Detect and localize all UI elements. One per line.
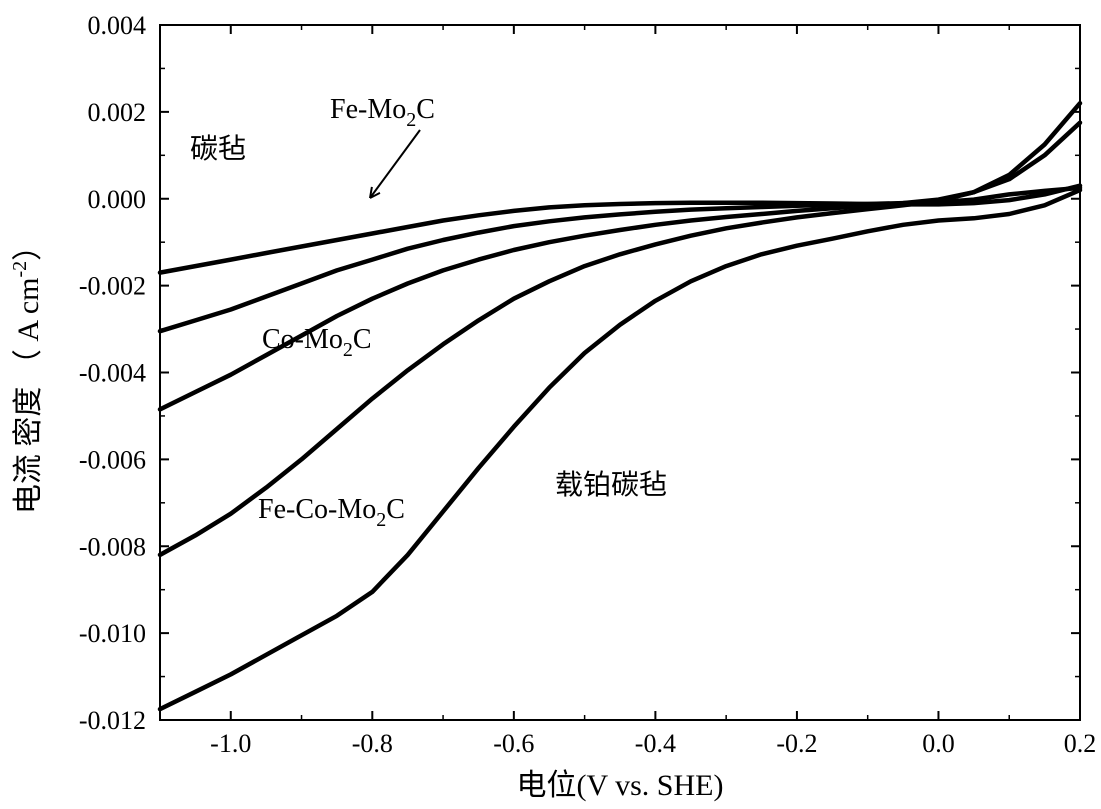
x-tick-label: 0.0 — [922, 729, 955, 758]
ann-fe-co: Fe-Co-Mo2C — [258, 494, 405, 531]
y-tick-label: -0.008 — [79, 532, 146, 561]
ann-co: Co-Mo2C — [262, 324, 372, 361]
series-Co-Mo2C — [160, 123, 1080, 410]
y-tick-label: -0.004 — [79, 359, 146, 388]
series-Fe-Mo2C — [160, 188, 1080, 331]
y-tick-label: -0.012 — [79, 706, 146, 735]
ann-fe: Fe-Mo2C — [330, 94, 435, 131]
x-tick-label: -0.4 — [635, 729, 676, 758]
lsv-chart: -1.0 -0.8 -0.6 -0.4 -0.2 0.0 0.2 -0.012 -0.010 -0… — [0, 0, 1101, 809]
y-tick-label: -0.006 — [79, 445, 146, 474]
y-axis-label: 电流 密度 （ A cm-2） — [9, 231, 45, 514]
y-tick-label: 0.002 — [88, 98, 147, 127]
x-tick-label: 0.2 — [1064, 729, 1097, 758]
y-tick-label: -0.010 — [79, 619, 146, 648]
ann-pt: 载铂碳毡 — [555, 469, 667, 501]
y-tick-label: 0.004 — [88, 11, 147, 40]
series-载铂碳毡 — [160, 190, 1080, 709]
x-tick-label: -0.2 — [776, 729, 817, 758]
annotation-arrow — [370, 130, 420, 198]
x-axis-label: 电位(V vs. SHE) — [517, 769, 724, 802]
x-tick-label: -0.6 — [493, 729, 534, 758]
x-tick-label: -0.8 — [352, 729, 393, 758]
y-tick-label: 0.000 — [88, 185, 147, 214]
y-tick-label: -0.002 — [79, 272, 146, 301]
ann-carbon: 碳毡 — [190, 133, 246, 165]
chart-svg: -1.0 -0.8 -0.6 -0.4 -0.2 0.0 0.2 -0.012 -0.010 -0… — [0, 0, 1101, 809]
x-tick-label: -1.0 — [210, 729, 251, 758]
